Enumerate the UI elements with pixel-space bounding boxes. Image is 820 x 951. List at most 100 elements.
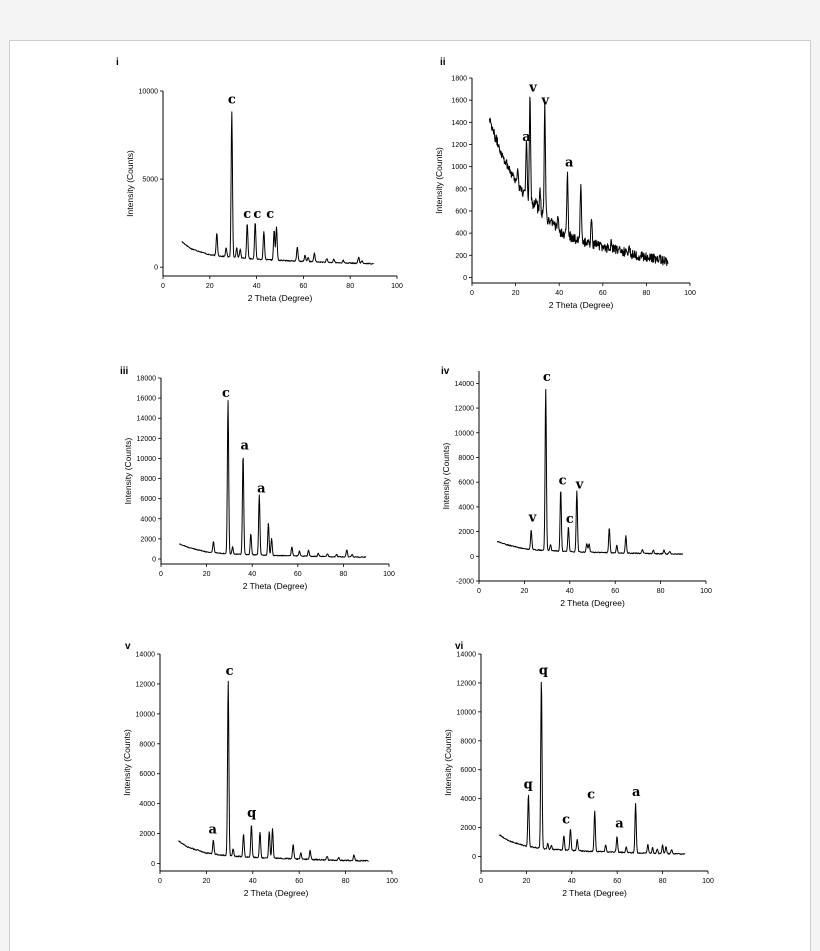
x-tick-label: 60 — [599, 290, 607, 297]
y-tick-label: 0 — [151, 861, 155, 868]
x-tick-label: 0 — [158, 878, 162, 885]
x-tick-label: 100 — [700, 588, 712, 595]
y-tick-label: 2000 — [460, 825, 476, 832]
y-tick-label: 2000 — [140, 536, 156, 543]
y-tick-label: 8000 — [139, 741, 155, 748]
x-axis-label: 2 Theta (Degree) — [244, 888, 309, 898]
y-tick-label: 14000 — [137, 416, 157, 423]
y-tick-label: 8000 — [460, 738, 476, 745]
phase-label: a — [615, 817, 624, 832]
panel-label: ii — [440, 57, 446, 68]
y-tick-label: 10000 — [457, 709, 477, 716]
y-tick-label: 4000 — [460, 796, 476, 803]
y-tick-label: 14000 — [136, 652, 156, 659]
y-axis-label: Intensity (Counts) — [125, 150, 135, 217]
panel-label: iii — [120, 366, 129, 377]
y-tick-label: 18000 — [137, 376, 157, 383]
y-tick-label: 10000 — [137, 456, 157, 463]
y-tick-label: 6000 — [139, 771, 155, 778]
axis-lines — [159, 654, 392, 872]
x-axis-label: 2 Theta (Degree) — [562, 888, 627, 898]
x-tick-label: 20 — [203, 571, 211, 578]
phase-label: a — [240, 438, 249, 453]
xrd-figure: i 0 20 40 60 80 100 0 5000 10000 2 Theta (Degree) I… — [105, 49, 714, 913]
phase-label: q — [247, 806, 256, 821]
phase-label: q — [539, 663, 548, 678]
axis-lines — [480, 654, 708, 872]
y-tick-label: 12000 — [457, 680, 477, 687]
y-tick-label: 600 — [455, 208, 467, 215]
x-tick-label: 40 — [249, 878, 257, 885]
chart-panel-iv: iv0 20 40 60 80 100-2000020004000600080001000… — [441, 366, 712, 608]
phase-label: a — [208, 823, 217, 838]
phase-label: q — [524, 778, 533, 793]
y-tick-label: -2000 — [456, 579, 474, 586]
x-tick-label: 100 — [391, 283, 403, 290]
panel-label: iv — [441, 366, 450, 377]
phase-label: c — [543, 370, 551, 385]
y-tick-label: 4000 — [139, 801, 155, 808]
y-tick-label: 8000 — [458, 455, 474, 462]
xrd-trace — [178, 680, 369, 862]
y-tick-label: 2000 — [458, 529, 474, 536]
phase-label: c — [253, 207, 261, 222]
x-tick-label: 60 — [611, 588, 619, 595]
y-tick-label: 1600 — [451, 98, 467, 105]
y-tick-label: 200 — [455, 253, 467, 260]
x-tick-label: 80 — [342, 878, 350, 885]
chart-panel-ii: ii0 20 40 60 80 10002004006008001000120014001… — [434, 57, 696, 310]
x-axis-label: 2 Theta (Degree) — [549, 300, 614, 310]
x-tick-label: 20 — [206, 283, 214, 290]
x-tick-label: 80 — [643, 290, 651, 297]
y-tick-label: 1200 — [451, 142, 467, 149]
y-tick-label: 14000 — [455, 381, 475, 388]
x-tick-label: 0 — [161, 283, 165, 290]
x-axis-label: 2 Theta (Degree) — [243, 581, 308, 591]
y-tick-label: 10000 — [136, 711, 156, 718]
chart-panel-iii: iii 0 20 40 60 80 100 0 2000 4000 6000 8000 10000 120… — [120, 366, 395, 591]
y-tick-label: 12000 — [137, 436, 157, 443]
y-tick-label: 1000 — [451, 164, 467, 171]
chart-panel-i: i 0 20 40 60 80 100 0 5000 10000 2 Theta (Degree) I… — [116, 57, 403, 303]
x-tick-label: 0 — [470, 290, 474, 297]
axis-lines — [471, 78, 690, 284]
x-tick-label: 40 — [555, 290, 563, 297]
chart-panel-v: v 0 20 40 60 80 100 0 2000 4000 6000 8000 10000 12000… — [122, 641, 398, 898]
x-tick-label: 100 — [386, 878, 398, 885]
xrd-trace — [181, 111, 374, 265]
y-axis-label: Intensity (Counts) — [434, 147, 444, 214]
y-tick-label: 12000 — [136, 681, 156, 688]
y-tick-label: 0 — [470, 554, 474, 561]
phase-label: c — [228, 92, 236, 107]
x-tick-label: 60 — [295, 878, 303, 885]
xrd-trace — [497, 388, 684, 555]
phase-label: v — [528, 80, 537, 95]
phase-label: v — [540, 94, 549, 109]
x-tick-label: 40 — [566, 588, 574, 595]
y-axis-label: Intensity (Counts) — [123, 438, 133, 505]
y-axis-label: Intensity (Counts) — [441, 443, 451, 510]
xrd-trace — [498, 681, 686, 855]
y-tick-label: 0 — [463, 275, 467, 282]
x-tick-label: 100 — [383, 571, 395, 578]
xrd-trace — [488, 96, 669, 267]
y-tick-label: 2000 — [139, 831, 155, 838]
panel-label: vi — [455, 641, 464, 652]
x-tick-label: 80 — [346, 283, 354, 290]
phase-label: c — [587, 788, 595, 803]
x-tick-label: 20 — [521, 588, 529, 595]
phase-label: c — [222, 386, 230, 401]
y-tick-label: 0 — [472, 854, 476, 861]
x-tick-label: 0 — [479, 878, 483, 885]
x-tick-label: 40 — [248, 571, 256, 578]
x-tick-label: 20 — [512, 290, 520, 297]
x-tick-label: 100 — [684, 290, 696, 297]
y-tick-label: 10000 — [455, 430, 475, 437]
y-tick-label: 16000 — [137, 396, 157, 403]
phase-label: c — [243, 207, 251, 222]
x-tick-label: 60 — [294, 571, 302, 578]
x-axis-label: 2 Theta (Degree) — [248, 293, 313, 303]
x-tick-label: 60 — [300, 283, 308, 290]
y-axis-label: Intensity (Counts) — [122, 729, 132, 796]
y-tick-label: 10000 — [139, 89, 159, 96]
